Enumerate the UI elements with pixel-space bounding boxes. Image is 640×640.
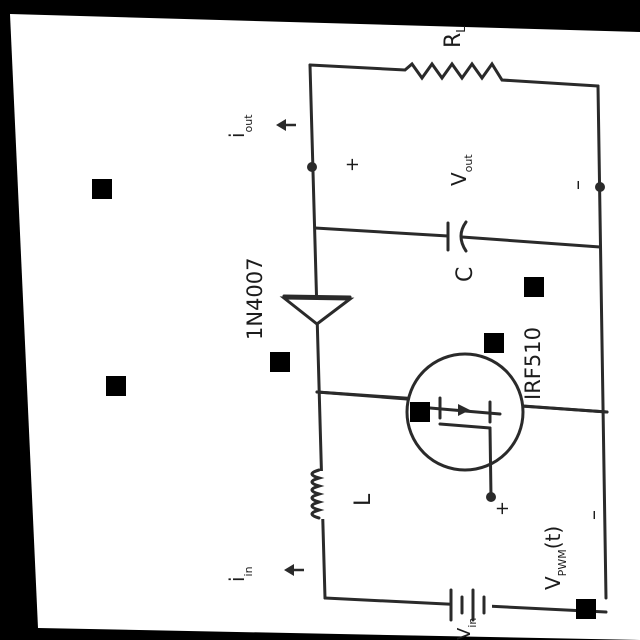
load-resistor-label: RL: [441, 26, 468, 48]
diode-label: 1N4007: [243, 257, 267, 340]
capacitor-wire-right: [460, 235, 602, 249]
svg-text:Vin: Vin: [454, 618, 479, 640]
svg-text:IRF510: IRF510: [521, 327, 545, 400]
svg-text:L: L: [351, 493, 376, 506]
capacitor-wire-left: [313, 226, 450, 238]
svg-text:+: +: [492, 501, 513, 516]
svg-text:iin: iin: [225, 566, 255, 582]
svg-text:+: +: [342, 157, 363, 172]
pwm-minus: –: [581, 510, 605, 520]
mosfet-label: IRF510: [521, 327, 545, 400]
output-voltage-minus: –: [565, 180, 589, 190]
battery-gap: [450, 594, 492, 616]
redaction-marker: [270, 352, 290, 372]
redaction-marker: [410, 402, 430, 422]
paper-sheet: [10, 14, 640, 640]
mosfet-wire-out: [521, 404, 609, 414]
capacitor-label: C: [453, 267, 478, 282]
bottom-rail: [596, 84, 608, 600]
gate-terminal: [486, 492, 496, 502]
mosfet-gate-lead: [488, 426, 493, 499]
diode-symbol: [279, 296, 355, 326]
inductor-symbol: [310, 468, 325, 520]
output-voltage-plus: +: [342, 157, 363, 172]
output-current-label: iout: [225, 114, 255, 138]
pwm-source-label: VPWM(t): [541, 526, 569, 590]
load-resistor-wire: [308, 61, 600, 88]
svg-text:–: –: [581, 510, 605, 520]
redaction-marker: [92, 179, 112, 199]
redaction-marker: [484, 333, 504, 353]
svg-text:iout: iout: [225, 114, 255, 138]
redaction-marker: [524, 277, 544, 297]
junction-out-plus: [307, 162, 317, 172]
junction-out-minus: [595, 182, 605, 192]
input-current-label: iin: [225, 566, 255, 582]
iin-arrow-head: [284, 564, 294, 576]
diode-bar: [282, 294, 352, 299]
mosfet-gate-plate: [438, 422, 492, 430]
svg-text:RL: RL: [441, 26, 468, 48]
redaction-marker: [106, 376, 126, 396]
svg-text:VPWM(t): VPWM(t): [541, 526, 569, 590]
pwm-plus: +: [492, 501, 513, 516]
svg-text:Vout: Vout: [447, 154, 475, 186]
mosfet-wire-in: [315, 390, 409, 401]
output-voltage-label: Vout: [447, 154, 475, 186]
inductor-label: L: [351, 493, 376, 506]
svg-text:–: –: [565, 180, 589, 190]
svg-text:1N4007: 1N4007: [243, 257, 267, 340]
input-source-label: Vin: [454, 618, 479, 640]
mosfet-arrow: [458, 404, 470, 416]
svg-text:C: C: [453, 267, 478, 282]
iout-arrow-head: [276, 119, 286, 131]
redaction-marker: [576, 599, 596, 619]
